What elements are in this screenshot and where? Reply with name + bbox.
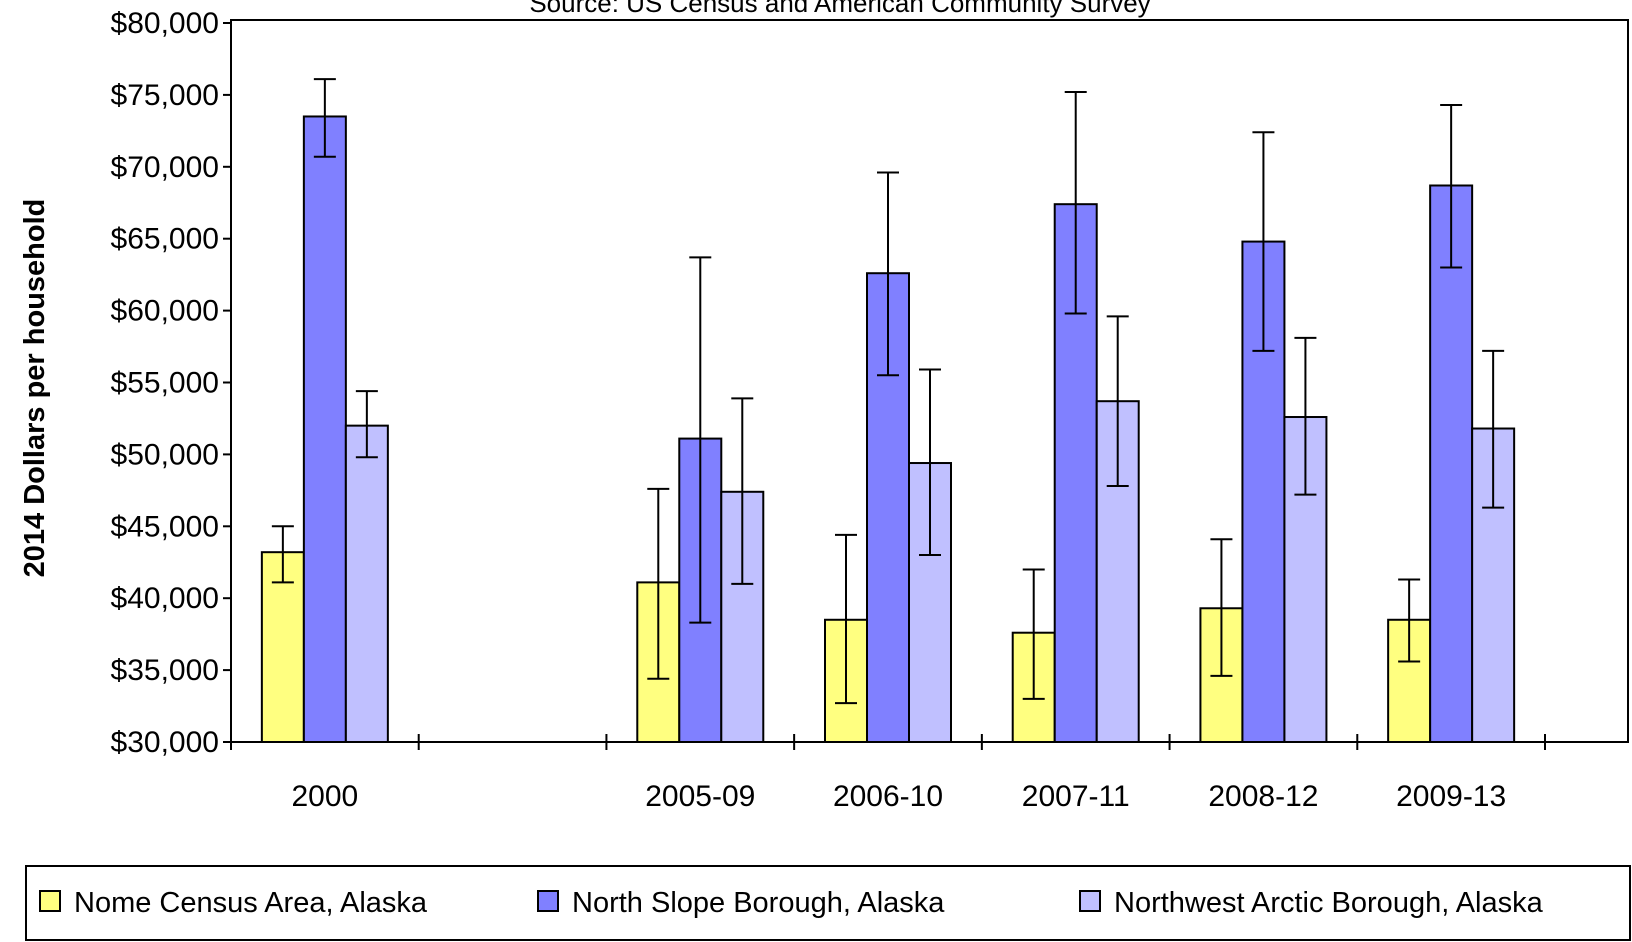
y-tick-label: $75,000: [111, 79, 219, 112]
legend: Nome Census Area, Alaska North Slope Boro…: [25, 865, 1631, 941]
bar: [344, 424, 389, 743]
legend-label: Northwest Arctic Borough, Alaska: [1114, 887, 1544, 919]
y-tick-label: $30,000: [111, 726, 219, 759]
legend-swatch: [537, 890, 559, 912]
chart-subtitle: Source: US Census and American Community…: [529, 0, 1150, 18]
x-tick-label: 2008-12: [1208, 780, 1318, 813]
legend-box: [25, 865, 1631, 941]
y-axis-label: 2014 Dollars per household: [19, 199, 51, 578]
y-tick-label: $70,000: [111, 151, 219, 184]
error-bars: [271, 78, 1505, 705]
x-tick-label: 2009-13: [1396, 780, 1506, 813]
y-axis: $30,000 $35,000 $40,000 $45,000 $50,000 $55,0…: [111, 7, 232, 759]
y-tick-label: $65,000: [111, 223, 219, 256]
y-tick-label: $60,000: [111, 295, 219, 328]
x-axis: 2000 2005-09 2006-10 2007-11 2008-12 2009-13: [230, 734, 1546, 813]
x-tick-label: 2000: [291, 780, 358, 813]
y-tick-label: $45,000: [111, 510, 219, 543]
y-tick-label: $40,000: [111, 582, 219, 615]
x-tick-label: 2005-09: [645, 780, 755, 813]
y-tick-label: $50,000: [111, 438, 219, 471]
legend-label: North Slope Borough, Alaska: [572, 887, 945, 919]
y-tick-label: $80,000: [111, 7, 219, 40]
x-tick-label: 2007-11: [1022, 780, 1130, 813]
y-tick-label: $55,000: [111, 367, 219, 400]
bar: [1429, 184, 1474, 743]
legend-label: Nome Census Area, Alaska: [74, 887, 428, 919]
bar: [302, 115, 347, 744]
bars: [260, 115, 1516, 744]
legend-swatch: [39, 890, 61, 912]
y-tick-label: $35,000: [111, 654, 219, 687]
legend-swatch: [1079, 890, 1101, 912]
x-tick-label: 2006-10: [833, 780, 943, 813]
